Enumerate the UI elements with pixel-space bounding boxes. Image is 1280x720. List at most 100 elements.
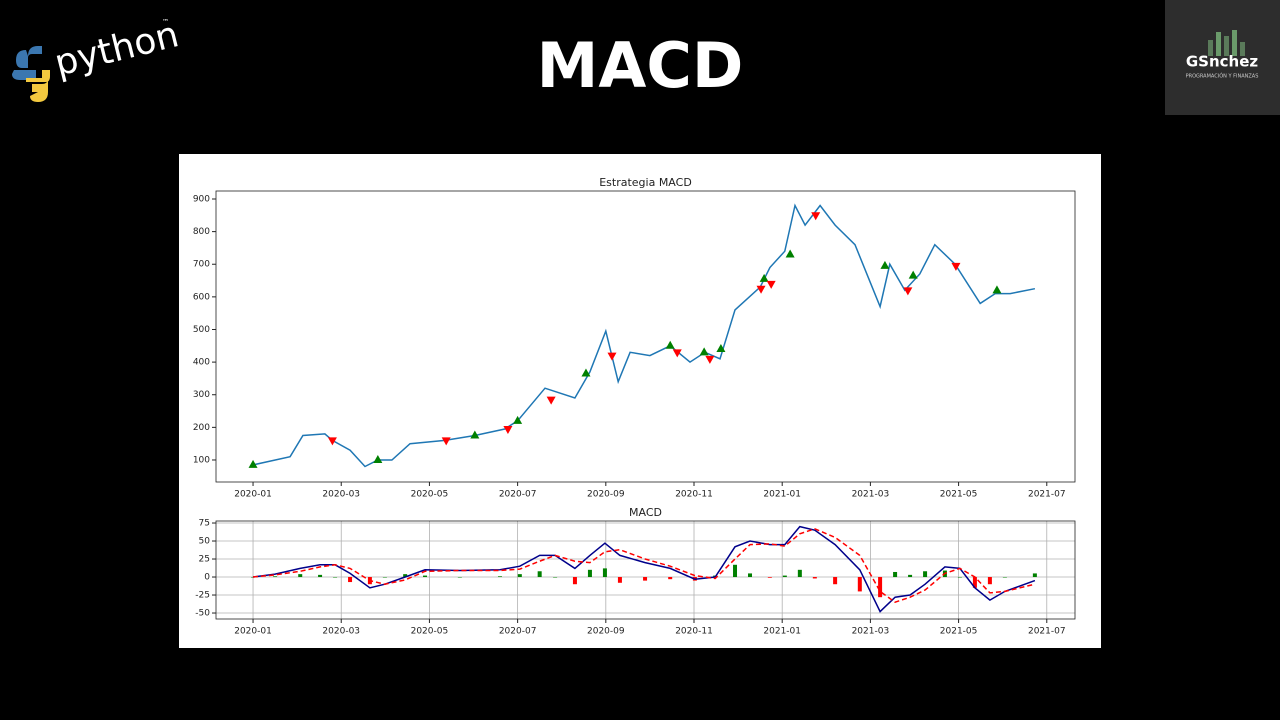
histogram-bar — [797, 569, 802, 578]
histogram-bar — [987, 577, 992, 585]
figure-panel — [179, 154, 1101, 648]
histogram-bar — [517, 574, 522, 578]
y-tick-label: 75 — [199, 519, 210, 529]
histogram-bar — [602, 568, 607, 578]
line-series — [252, 525, 1036, 613]
x-tick-label: 2021-05 — [940, 490, 978, 500]
y-tick-label: 0 — [204, 573, 210, 583]
y-tick-label: 400 — [193, 358, 210, 368]
histogram-bar — [403, 574, 408, 578]
histogram-bar — [553, 577, 558, 578]
histogram-bar — [748, 573, 753, 578]
histogram-bar — [957, 577, 962, 578]
brand-bar — [1208, 40, 1213, 56]
python-icon-yellow — [30, 78, 48, 102]
y-tick-label: 200 — [193, 423, 210, 433]
buy-marker — [759, 273, 769, 282]
y-tick-label: 600 — [193, 292, 210, 302]
x-tick-label: 2021-07 — [1028, 490, 1066, 500]
buy-marker — [581, 368, 591, 377]
sell-marker — [705, 355, 715, 364]
plot-frame — [215, 190, 1076, 483]
x-tick-label: 2020-07 — [499, 627, 537, 637]
python-icon-yellow2 — [26, 70, 50, 82]
y-tick-label: 800 — [193, 227, 210, 237]
y-tick-label: 50 — [199, 537, 211, 547]
histogram-bar — [893, 571, 898, 578]
line-series — [252, 203, 1036, 468]
histogram-bar — [878, 577, 883, 598]
histogram-bar — [572, 577, 577, 585]
sell-marker — [327, 437, 337, 446]
brand-box — [1165, 0, 1280, 115]
x-tick-label: 2021-05 — [940, 627, 978, 637]
line-series — [252, 527, 1036, 604]
sell-marker — [811, 212, 821, 221]
x-tick-label: 2020-03 — [322, 490, 360, 500]
y-tick-label: -25 — [195, 591, 210, 601]
histogram-bar — [767, 577, 772, 578]
x-tick-label: 2021-01 — [763, 490, 801, 500]
histogram-bar — [423, 575, 428, 578]
buy-marker — [716, 344, 726, 353]
histogram-bar — [668, 577, 673, 580]
histogram-bar — [733, 564, 738, 578]
brand-logo: GSnchez PROGRAMACIÓN Y FINANZAS — [1165, 0, 1280, 115]
plot-frame — [215, 520, 1076, 620]
brand-bar — [1240, 42, 1245, 56]
x-tick-label: 2021-03 — [852, 490, 890, 500]
histogram-bar — [298, 574, 303, 578]
histogram-bar — [457, 577, 462, 578]
histogram-bar — [273, 576, 278, 578]
python-icon-blue2 — [12, 70, 36, 80]
buy-marker — [880, 260, 890, 269]
x-tick-label: 2020-03 — [322, 627, 360, 637]
y-tick-label: 300 — [193, 390, 210, 400]
x-tick-label: 2020-07 — [499, 490, 537, 500]
sell-marker — [607, 352, 617, 361]
brand-bar — [1232, 30, 1237, 56]
x-tick-label: 2020-05 — [411, 627, 449, 637]
sell-marker — [903, 287, 913, 296]
sell-marker — [756, 285, 766, 294]
slide-title: MACD — [537, 29, 744, 102]
histogram-bar — [333, 577, 338, 578]
histogram-bar — [587, 569, 592, 578]
chart-title: Estrategia MACD — [599, 176, 692, 189]
histogram-bar — [1002, 577, 1007, 578]
buy-marker — [513, 415, 523, 424]
sell-marker — [503, 425, 513, 434]
x-tick-label: 2020-01 — [234, 490, 272, 500]
histogram-bar — [812, 577, 817, 579]
x-tick-label: 2021-07 — [1028, 627, 1066, 637]
histogram-bar — [348, 577, 353, 583]
sell-marker — [546, 396, 556, 405]
histogram-bar — [318, 574, 323, 578]
y-tick-label: 100 — [193, 455, 210, 465]
histogram-bar — [782, 575, 787, 578]
histogram-bar — [923, 571, 928, 578]
buy-marker — [908, 270, 918, 279]
buy-marker — [665, 340, 675, 349]
y-tick-label: 700 — [193, 260, 210, 270]
sell-marker — [951, 262, 961, 271]
brand-tagline: PROGRAMACIÓN Y FINANZAS — [1186, 73, 1259, 80]
histogram-bar — [537, 571, 542, 578]
sell-marker — [672, 349, 682, 358]
brand-bar — [1216, 32, 1221, 56]
buy-marker — [785, 249, 795, 258]
x-tick-label: 2020-09 — [587, 627, 625, 637]
histogram-bar — [1032, 573, 1037, 578]
x-tick-label: 2020-11 — [675, 627, 713, 637]
buy-marker — [373, 454, 383, 463]
x-tick-label: 2021-03 — [852, 627, 890, 637]
buy-marker — [992, 285, 1002, 294]
sell-marker — [441, 437, 451, 446]
x-tick-label: 2020-09 — [587, 490, 625, 500]
y-tick-label: 500 — [193, 325, 210, 335]
trademark: ™ — [162, 18, 169, 26]
x-tick-label: 2021-01 — [763, 627, 801, 637]
x-tick-label: 2020-05 — [411, 490, 449, 500]
